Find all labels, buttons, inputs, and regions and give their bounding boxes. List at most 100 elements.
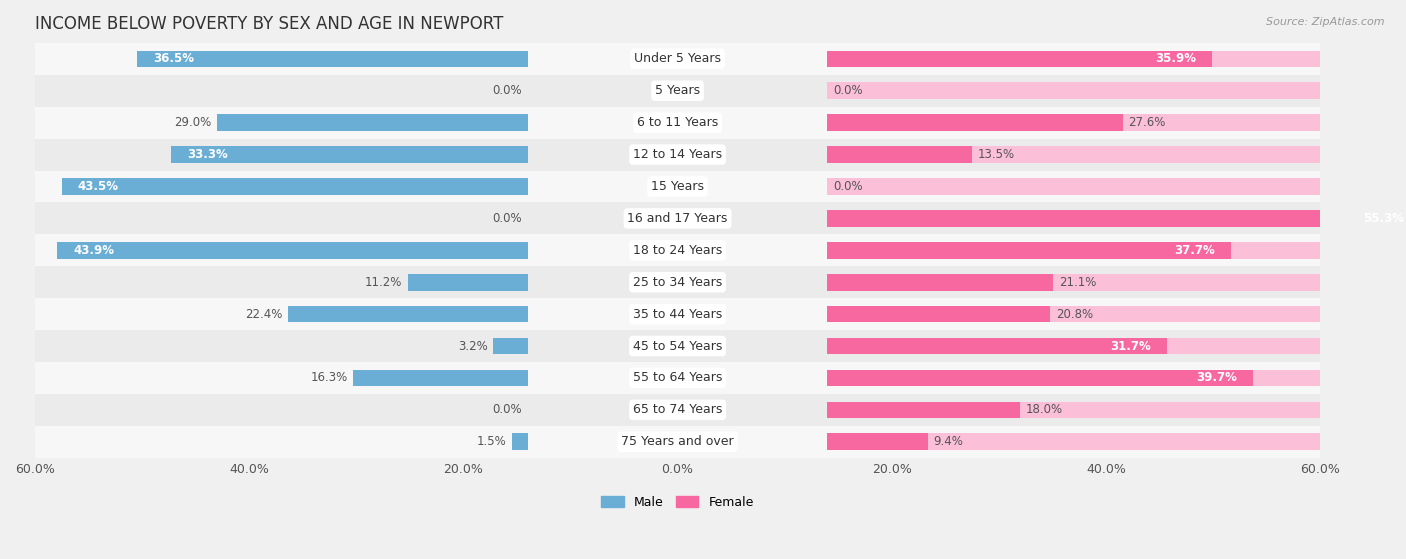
Text: 43.5%: 43.5% [77,180,118,193]
Bar [828,433,928,450]
Text: 3.2%: 3.2% [458,339,488,353]
Bar [828,115,1320,131]
Bar [828,115,1123,131]
Bar [828,401,1320,418]
Text: 25 to 34 Years: 25 to 34 Years [633,276,723,288]
Text: 0.0%: 0.0% [832,84,862,97]
Bar [172,146,527,163]
Bar [512,433,527,450]
Bar [828,242,1320,259]
Text: 9.4%: 9.4% [934,435,963,448]
Bar [35,266,1320,298]
Bar [353,369,527,386]
Bar [35,330,1320,362]
Bar [828,433,1320,450]
Text: 12 to 14 Years: 12 to 14 Years [633,148,723,161]
Bar [0,146,35,163]
Text: 35 to 44 Years: 35 to 44 Years [633,307,723,321]
Bar [35,426,1320,458]
Text: 0.0%: 0.0% [492,404,522,416]
Bar [828,306,1050,323]
Bar [0,83,35,99]
Bar [0,369,35,386]
Text: 16 and 17 Years: 16 and 17 Years [627,212,728,225]
Bar [0,178,35,195]
Text: 16.3%: 16.3% [311,372,347,385]
Text: 15 Years: 15 Years [651,180,704,193]
Text: 35.9%: 35.9% [1154,53,1197,65]
Text: 11.2%: 11.2% [366,276,402,288]
Bar [828,146,1320,163]
Bar [35,394,1320,426]
Bar [288,306,527,323]
Text: 27.6%: 27.6% [1129,116,1166,129]
Bar [35,362,1320,394]
Bar [35,202,1320,234]
Bar [62,178,527,195]
Bar [0,274,35,291]
Text: Under 5 Years: Under 5 Years [634,53,721,65]
Bar [0,306,35,323]
Bar [0,338,35,354]
Bar [0,242,35,259]
Bar [828,369,1320,386]
Text: 65 to 74 Years: 65 to 74 Years [633,404,723,416]
Bar [828,242,1232,259]
Bar [136,50,527,67]
Bar [35,43,1320,75]
Bar [35,234,1320,266]
Bar [828,369,1253,386]
Bar [35,75,1320,107]
Text: 18 to 24 Years: 18 to 24 Years [633,244,723,257]
Text: 0.0%: 0.0% [832,180,862,193]
Bar [35,298,1320,330]
Bar [828,210,1320,227]
Bar [828,50,1320,67]
Text: 75 Years and over: 75 Years and over [621,435,734,448]
Bar [35,139,1320,170]
Text: 20.8%: 20.8% [1056,307,1092,321]
Text: 39.7%: 39.7% [1195,372,1237,385]
Text: Source: ZipAtlas.com: Source: ZipAtlas.com [1267,17,1385,27]
Bar [408,274,527,291]
Text: 21.1%: 21.1% [1059,276,1097,288]
Bar [828,401,1021,418]
Bar [35,107,1320,139]
Bar [0,433,35,450]
Text: 33.3%: 33.3% [187,148,228,161]
Text: 37.7%: 37.7% [1174,244,1215,257]
Text: 1.5%: 1.5% [477,435,506,448]
Text: 45 to 54 Years: 45 to 54 Years [633,339,723,353]
Text: 43.9%: 43.9% [73,244,114,257]
Text: INCOME BELOW POVERTY BY SEX AND AGE IN NEWPORT: INCOME BELOW POVERTY BY SEX AND AGE IN N… [35,15,503,33]
Text: 6 to 11 Years: 6 to 11 Years [637,116,718,129]
Bar [828,338,1167,354]
Bar [828,274,1320,291]
Bar [828,338,1320,354]
Bar [828,306,1320,323]
Bar [0,50,35,67]
Bar [35,170,1320,202]
Bar [58,242,527,259]
Bar [0,210,35,227]
Bar [494,338,527,354]
Text: 55.3%: 55.3% [1362,212,1403,225]
Text: 55 to 64 Years: 55 to 64 Years [633,372,723,385]
Bar [828,146,972,163]
Text: 29.0%: 29.0% [174,116,212,129]
Text: 36.5%: 36.5% [153,53,194,65]
Text: 31.7%: 31.7% [1111,339,1152,353]
Bar [0,115,35,131]
Text: 22.4%: 22.4% [245,307,283,321]
Bar [828,83,1320,99]
Bar [217,115,527,131]
Text: 13.5%: 13.5% [977,148,1015,161]
Bar [828,178,1320,195]
Bar [828,274,1053,291]
Bar [828,210,1406,227]
Text: 0.0%: 0.0% [492,212,522,225]
Bar [0,401,35,418]
Text: 0.0%: 0.0% [492,84,522,97]
Text: 5 Years: 5 Years [655,84,700,97]
Legend: Male, Female: Male, Female [596,491,759,514]
